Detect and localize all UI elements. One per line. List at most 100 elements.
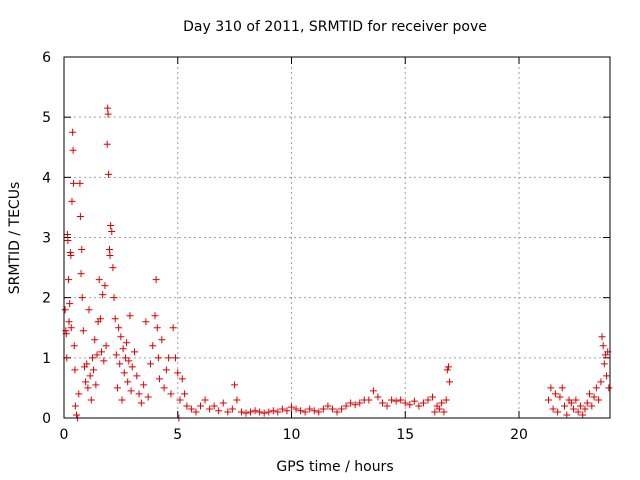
data-point — [120, 369, 128, 377]
data-point — [319, 405, 327, 413]
data-point — [187, 405, 195, 413]
data-point — [219, 399, 227, 407]
data-point — [88, 354, 96, 362]
data-point — [160, 384, 168, 392]
data-point — [338, 405, 346, 413]
data-point — [117, 333, 125, 341]
data-point — [68, 197, 76, 205]
x-tick-label: 15 — [396, 427, 414, 443]
y-tick-label: 6 — [42, 50, 51, 66]
data-point — [342, 402, 350, 410]
x-tick-label: 5 — [173, 427, 182, 443]
x-tick-label: 10 — [283, 427, 301, 443]
data-point — [116, 360, 124, 368]
data-point — [96, 315, 104, 323]
data-point — [419, 399, 427, 407]
data-point — [260, 409, 268, 417]
data-point — [71, 366, 79, 374]
data-point — [379, 399, 386, 407]
data-point — [104, 110, 112, 118]
data-point — [95, 276, 103, 284]
data-point — [292, 405, 300, 413]
data-point — [431, 408, 439, 416]
data-point — [356, 399, 364, 407]
data-point — [324, 402, 332, 410]
data-point — [554, 408, 562, 416]
data-point — [242, 409, 250, 417]
data-point — [392, 397, 400, 405]
data-point — [397, 396, 405, 404]
data-point — [146, 360, 154, 368]
x-axis-label: GPS time / hours — [276, 459, 393, 475]
data-point — [401, 399, 409, 407]
data-point — [545, 396, 553, 404]
data-point — [100, 357, 108, 365]
data-point — [90, 366, 98, 374]
data-point — [98, 348, 106, 356]
data-point — [78, 294, 86, 302]
data-point — [171, 354, 179, 362]
y-axis-label: SRMTID / TECUs — [7, 182, 23, 295]
data-point — [599, 342, 607, 350]
data-point — [288, 403, 295, 411]
data-point — [192, 408, 200, 416]
y-tick-label: 2 — [42, 291, 51, 307]
data-point — [106, 246, 113, 254]
data-point — [274, 408, 282, 416]
data-point — [142, 318, 150, 326]
data-point — [429, 393, 437, 401]
data-point — [315, 408, 323, 416]
data-point — [256, 408, 264, 416]
data-point — [133, 372, 141, 380]
data-point — [140, 381, 148, 389]
y-tick-label: 4 — [42, 170, 51, 186]
data-point — [558, 384, 566, 392]
data-point — [237, 408, 245, 416]
data-point — [333, 408, 341, 416]
data-point — [121, 354, 129, 362]
data-point — [92, 381, 100, 389]
data-point — [310, 407, 318, 415]
data-point — [77, 270, 85, 278]
data-point — [65, 318, 73, 326]
data-point — [297, 407, 305, 415]
data-point — [111, 315, 119, 323]
data-point — [61, 306, 69, 314]
data-point — [201, 396, 209, 404]
data-point — [215, 407, 223, 415]
data-point — [118, 396, 126, 404]
data-point — [579, 411, 587, 419]
data-point — [183, 402, 191, 410]
data-point — [71, 402, 79, 410]
data-point — [563, 411, 571, 419]
x-tick-label: 20 — [510, 427, 528, 443]
data-point — [415, 402, 423, 410]
data-point — [110, 294, 118, 302]
data-point — [251, 407, 259, 415]
data-point — [406, 401, 414, 409]
data-point — [162, 366, 170, 374]
data-point — [167, 390, 175, 398]
data-point — [103, 140, 111, 148]
data-point — [104, 104, 112, 112]
data-point — [228, 405, 236, 413]
data-point — [64, 237, 72, 245]
grid-lines — [64, 57, 610, 418]
data-point — [131, 348, 139, 356]
data-point — [438, 399, 446, 407]
data-point — [67, 252, 75, 260]
plot-frame — [63, 56, 611, 419]
data-point — [278, 405, 286, 413]
data-point — [73, 411, 81, 419]
data-point — [265, 408, 273, 416]
data-point — [443, 366, 451, 374]
data-point — [69, 128, 77, 136]
data-point — [446, 378, 454, 386]
data-point — [105, 170, 113, 178]
data-point — [351, 401, 359, 409]
data-point — [247, 408, 255, 416]
data-point — [127, 387, 135, 395]
data-point — [152, 276, 160, 284]
x-tick-label: 0 — [60, 427, 69, 443]
